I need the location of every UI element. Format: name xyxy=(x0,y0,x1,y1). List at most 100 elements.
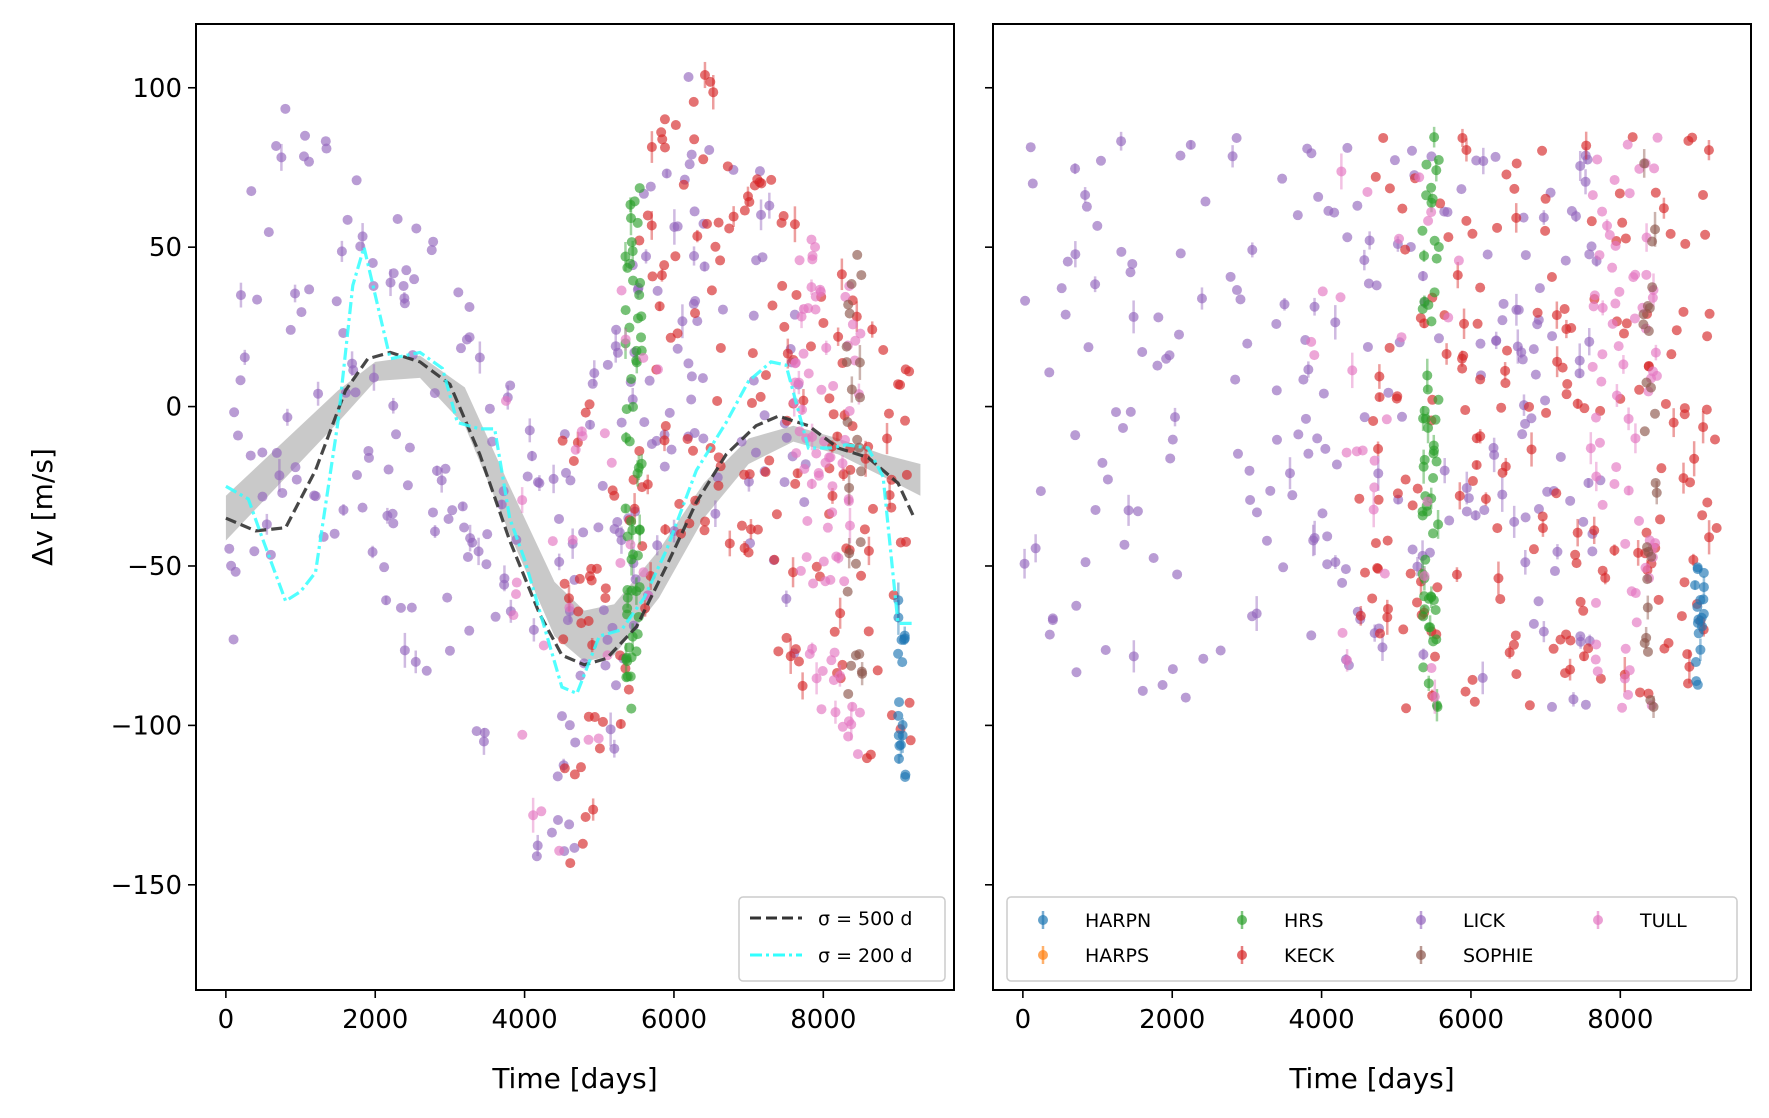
data-point-keck xyxy=(646,220,657,231)
data-point-lick xyxy=(528,624,539,635)
data-point-lick xyxy=(1547,331,1558,342)
data-point-tull xyxy=(567,534,578,545)
data-point-hrs xyxy=(1417,225,1428,236)
data-point-lick xyxy=(553,513,564,524)
data-point-hrs xyxy=(626,703,637,714)
data-point-lick xyxy=(411,223,422,234)
data-point-lick xyxy=(1512,341,1523,352)
data-point-keck xyxy=(1382,535,1393,546)
data-point-lick xyxy=(338,504,349,515)
data-point-sophie xyxy=(1638,319,1649,330)
data-point-lick xyxy=(1587,546,1598,557)
data-point-lick xyxy=(764,200,775,211)
legend-label-tull: TULL xyxy=(1639,910,1687,932)
data-point-lick xyxy=(1520,512,1531,523)
data-point-keck xyxy=(905,735,916,746)
data-point-lick xyxy=(1080,190,1091,201)
data-point-sophie xyxy=(1638,309,1649,320)
data-point-tull xyxy=(1590,597,1601,608)
data-point-lick xyxy=(585,419,596,430)
data-point-lick xyxy=(467,537,478,548)
data-point-hrs xyxy=(1423,622,1434,633)
data-point-lick xyxy=(440,463,451,474)
data-point-keck xyxy=(708,87,719,98)
data-point-lick xyxy=(570,737,581,748)
data-point-lick xyxy=(641,251,652,262)
data-point-tull xyxy=(843,731,854,742)
data-point-keck xyxy=(1562,379,1573,390)
data-point-tull xyxy=(511,589,522,600)
data-point-sophie xyxy=(1647,236,1658,247)
data-point-lick xyxy=(1489,449,1500,460)
left-y-axis-label: Δv [m/s] xyxy=(26,448,59,566)
data-point-tull xyxy=(810,242,821,253)
right-x-tick-label: 4000 xyxy=(1289,1005,1355,1035)
data-point-hrs xyxy=(1428,473,1439,484)
data-point-lick xyxy=(239,352,250,363)
data-point-lick xyxy=(388,400,399,411)
data-point-keck xyxy=(884,490,895,501)
data-point-keck xyxy=(901,469,912,480)
data-point-keck xyxy=(1532,307,1543,318)
data-point-keck xyxy=(1435,198,1446,209)
data-point-tull xyxy=(796,311,807,322)
data-point-lick xyxy=(409,274,420,285)
data-point-tull xyxy=(811,448,822,459)
data-point-lick xyxy=(453,287,464,298)
left-panel: 0 2000 4000 6000 8000 100 50 0 −50 −100 −150 Time… xyxy=(26,23,955,1095)
data-point-keck xyxy=(1384,183,1395,194)
data-point-lick xyxy=(781,432,792,443)
data-point-lick xyxy=(1198,653,1209,664)
data-point-sophie xyxy=(841,341,852,352)
data-point-keck xyxy=(838,469,849,480)
data-point-keck xyxy=(754,177,765,188)
data-point-lick xyxy=(1170,412,1181,423)
data-point-tull xyxy=(500,395,511,406)
data-point-keck xyxy=(829,626,840,637)
data-point-lick xyxy=(1137,685,1148,696)
data-point-keck xyxy=(1540,193,1551,204)
data-point-keck xyxy=(883,408,894,419)
data-point-lick xyxy=(1540,395,1551,406)
data-point-harpn xyxy=(1693,614,1704,625)
data-point-keck xyxy=(1374,371,1385,382)
data-point-lick xyxy=(1303,364,1314,375)
data-point-lick xyxy=(1444,515,1455,526)
data-point-lick xyxy=(388,268,399,279)
data-point-tull xyxy=(1309,350,1320,361)
data-point-keck xyxy=(827,490,838,501)
data-point-tull xyxy=(1423,215,1434,226)
data-point-keck xyxy=(1467,228,1478,239)
data-point-tull xyxy=(554,845,565,856)
data-point-tull xyxy=(794,426,805,437)
data-point-keck xyxy=(722,161,733,172)
data-point-keck xyxy=(1457,132,1468,143)
data-point-lick xyxy=(1247,611,1258,622)
data-point-hrs xyxy=(1433,519,1444,530)
data-point-lick xyxy=(257,447,268,458)
data-point-hrs xyxy=(1429,235,1440,246)
data-point-keck xyxy=(589,712,600,723)
data-point-harpn xyxy=(893,710,904,721)
data-point-keck xyxy=(1459,318,1470,329)
data-point-keck xyxy=(1412,597,1423,608)
data-point-lick xyxy=(1056,283,1067,294)
data-point-keck xyxy=(701,218,712,229)
data-point-lick xyxy=(276,152,287,163)
data-point-lick xyxy=(1119,539,1130,550)
data-point-lick xyxy=(421,665,432,676)
data-point-lick xyxy=(1373,468,1384,479)
data-point-lick xyxy=(1081,201,1092,212)
data-point-hrs xyxy=(631,345,642,356)
data-point-tull xyxy=(806,234,817,245)
data-point-lick xyxy=(1533,596,1544,607)
data-point-lick xyxy=(1092,220,1103,231)
data-point-keck xyxy=(1711,522,1722,533)
data-point-lick xyxy=(430,526,441,537)
data-point-keck xyxy=(1697,510,1708,521)
data-point-lick xyxy=(743,476,754,487)
data-point-tull xyxy=(517,495,528,506)
data-point-lick xyxy=(1300,413,1311,424)
data-point-tull xyxy=(1592,154,1603,165)
legend-marker-tull xyxy=(1593,915,1603,925)
